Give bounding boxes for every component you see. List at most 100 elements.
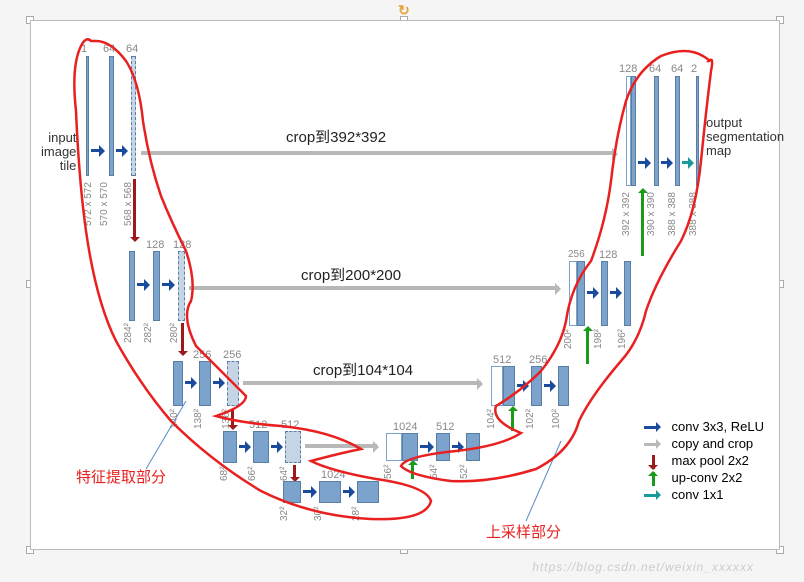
conv-arrow [137,283,148,286]
enc5-dim2: 30² [313,507,324,521]
enc3-ch2: 256 [223,349,241,361]
enc4-dim1: 68² [219,467,230,481]
enc5-ch1: 1024 [321,469,345,481]
legend: conv 3x3, ReLU copy and crop max pool 2x… [644,417,765,504]
conv-arrow [271,445,281,448]
dec4-block1 [402,433,418,461]
enc4-ch1: 512 [249,419,267,431]
legend-item-conv1x1: conv 1x1 [644,487,765,502]
upsample-label: 上采样部分 [486,521,561,542]
enc1-ch2: 64 [103,43,115,55]
conv-arrow [162,283,173,286]
enc1-block1 [86,56,89,176]
dec1-dim2: 390 x 390 [646,192,657,236]
dec4-ch1: 1024 [393,421,417,433]
diagram-canvas: input image tile 1 64 64 572 x 572 570 x… [30,20,780,550]
crop-label-1: crop到392*392 [286,126,386,147]
dec4-dim3: 52² [459,465,470,479]
dec1-block3 [675,76,680,186]
dec1-block2 [654,76,659,186]
conv-arrow [517,384,527,387]
upconv-arrow [641,191,644,256]
enc1-block2 [109,56,114,176]
enc1-ch1: 1 [81,43,87,55]
copy-arrow-2 [189,286,559,290]
dec1-dim4: 388 x 388 [688,192,699,236]
dec4-ch2: 512 [436,421,454,433]
legend-label: conv 1x1 [672,487,724,502]
dec1-block4 [696,76,699,186]
pool-arrow [133,179,136,239]
dec2-dim2: 198² [593,329,604,349]
enc2-dim1: 284² [123,323,134,343]
enc2-block1 [129,251,135,321]
dec2-block0 [569,261,577,326]
conv-arrow [638,161,649,164]
pool-arrow [231,409,234,427]
enc2-ch2: 128 [173,239,191,251]
legend-label: copy and crop [672,436,754,451]
conv-arrow [587,291,597,294]
conv1x1-arrow [682,161,692,164]
enc1-dim1: 572 x 572 [83,182,94,226]
conv-arrow [343,490,353,493]
dec2-dim3: 196² [617,329,628,349]
conv-arrow [303,490,315,493]
legend-item-pool: max pool 2x2 [644,453,765,468]
conv-arrow [116,149,126,152]
dec1-ch1: 128 [619,63,637,75]
legend-label: max pool 2x2 [672,453,749,468]
dec3-block0 [491,366,503,406]
enc5-dim1: 32² [279,507,290,521]
dec4-dim2: 54² [429,465,440,479]
conv-arrow [91,149,103,152]
enc4-ch2: 512 [281,419,299,431]
dec1-dim1: 392 x 392 [621,192,632,236]
conv-arrow [420,445,432,448]
legend-label: up-conv 2x2 [672,470,743,485]
dec2-ch2: 128 [599,249,617,261]
conv-arrow [185,381,195,384]
conv-arrow [239,445,249,448]
dec3-dim3: 100² [551,409,562,429]
dec3-dim1: 104² [486,409,497,429]
upconv-arrow [586,329,589,364]
dec3-ch2: 256 [529,354,547,366]
dec1-ch2: 64 [649,63,661,75]
pool-arrow [181,323,184,353]
legend-label: conv 3x3, ReLU [672,419,765,434]
dec2-ch1: 256 [568,249,585,260]
dec1-ch4: 2 [691,63,697,75]
crop-label-2: crop到200*200 [301,264,401,285]
copy-arrow-4 [305,444,377,448]
upconv-arrow [511,409,514,431]
enc3-ch1: 256 [193,349,211,361]
pool-arrow [293,465,296,479]
enc4-dim2: 66² [247,467,258,481]
conv-arrow [661,161,671,164]
dec3-ch1: 512 [493,354,511,366]
dec3-block1 [503,366,515,406]
dec4-dim1: 56² [383,465,394,479]
dec2-dim1: 200² [563,329,574,349]
dec4-block0 [386,433,402,461]
dec1-ch3: 64 [671,63,683,75]
enc5-dim3: 28² [351,507,362,521]
dec1-dim3: 388 x 388 [667,192,678,236]
enc3-dim2: 138² [193,409,204,429]
enc5-block1 [283,481,301,503]
watermark: https://blog.csdn.net/weixin_xxxxxx [532,560,754,574]
enc1-ch3: 64 [126,43,138,55]
crop-label-3: crop到104*104 [313,359,413,380]
enc1-dim2: 570 x 570 [99,182,110,226]
dec3-dim2: 102² [525,409,536,429]
legend-item-copy: copy and crop [644,436,765,451]
enc3-block1 [173,361,183,406]
enc4-dim3: 64² [279,467,290,481]
output-label: output segmentation map [706,116,784,158]
conv-arrow [213,381,223,384]
input-label: input image tile [41,131,76,173]
conv-arrow [610,291,620,294]
copy-arrow-3 [243,381,481,385]
enc1-block3 [131,56,136,176]
